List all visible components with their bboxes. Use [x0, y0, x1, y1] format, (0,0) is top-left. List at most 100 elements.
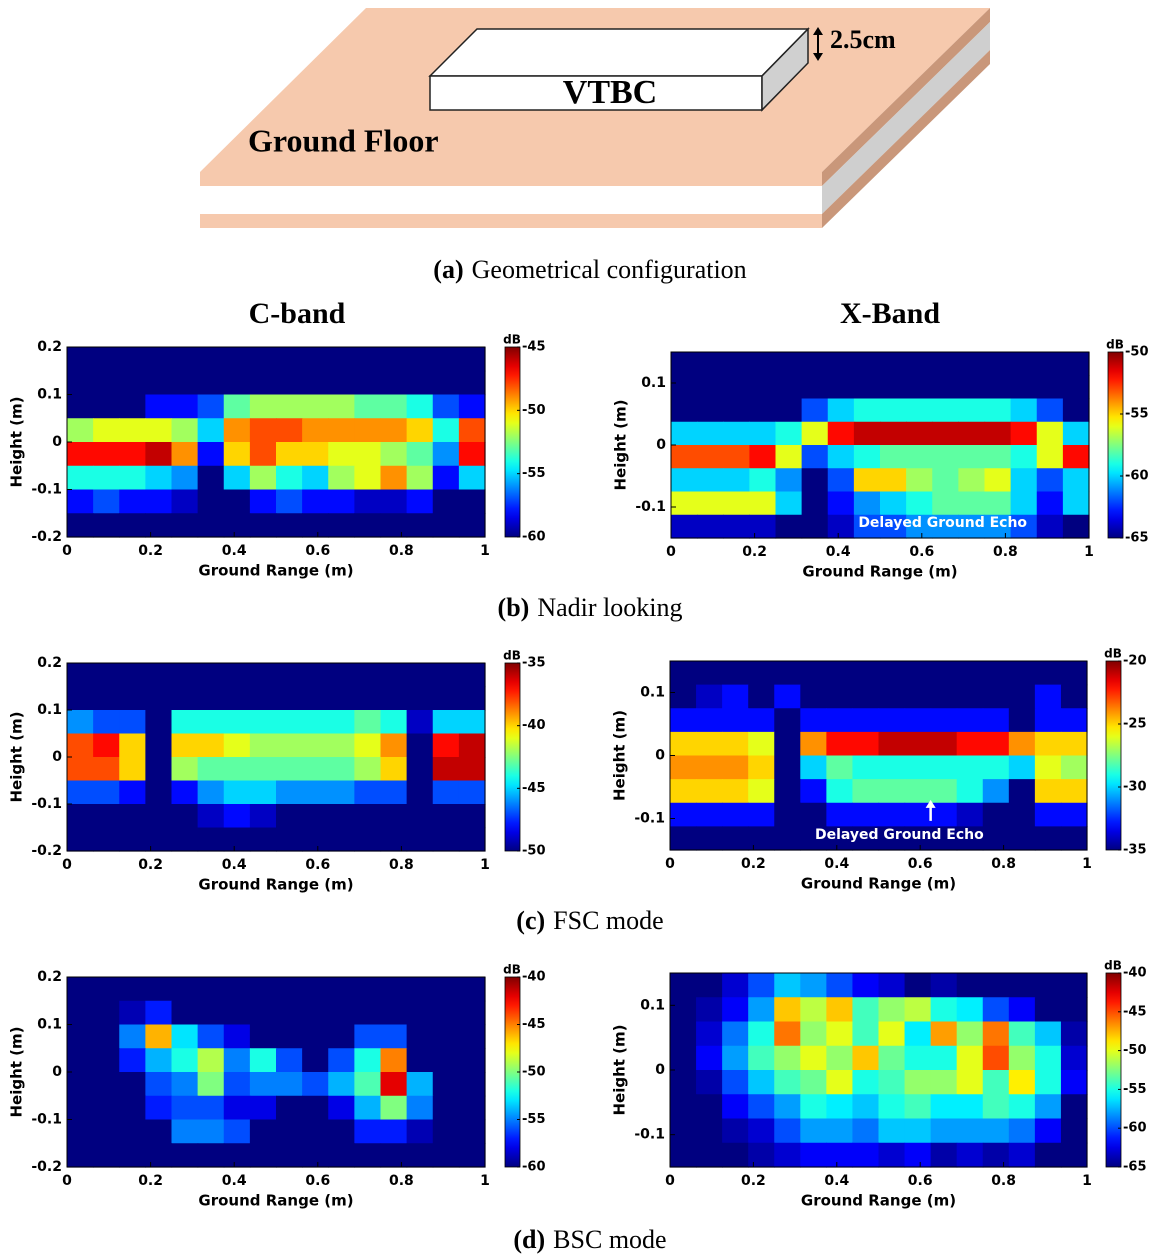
y-axis-label: Height (m)	[612, 399, 630, 490]
heatmap-cell	[1060, 755, 1088, 780]
heatmap-cell	[904, 973, 932, 998]
heatmap-cell	[932, 514, 959, 539]
heatmap-cell	[302, 347, 329, 372]
heatmap-cell	[748, 1094, 775, 1120]
heatmap-cell	[1010, 398, 1038, 423]
heatmap-cell	[800, 731, 827, 757]
heatmap-cell	[119, 1072, 146, 1097]
heatmap-cell	[145, 1072, 173, 1097]
x-tick-label: 1	[1084, 544, 1094, 560]
heatmap-cell	[1008, 684, 1036, 709]
x-tick-label: 1	[1082, 1173, 1092, 1189]
heatmap-cell	[249, 513, 277, 538]
heatmap-cell	[826, 779, 854, 804]
heatmap-cell	[748, 1070, 775, 1095]
heatmap-cell	[930, 1045, 958, 1071]
heatmap-cell	[670, 755, 697, 780]
y-tick-label: 0.2	[37, 655, 62, 671]
heatmap-cell	[774, 826, 801, 851]
heatmap-cell	[670, 1070, 697, 1095]
heatmap-cell	[826, 1094, 854, 1120]
x-tick-label: 0.6	[908, 856, 933, 872]
heatmap-cell	[67, 827, 94, 852]
heatmap-cell	[982, 731, 1010, 757]
heatmap-cell	[119, 1119, 146, 1144]
heatmap-cell	[406, 1024, 434, 1049]
heatmap-cell	[904, 997, 932, 1023]
heatmap-cell	[956, 708, 984, 733]
heatmap-cell	[800, 661, 827, 686]
heatmap-cell	[380, 733, 408, 758]
heatmap-cell	[406, 780, 434, 805]
heatmap-cell	[197, 1119, 225, 1144]
heatmap-cell	[1060, 802, 1088, 827]
colorbar-tick-label: -35	[522, 656, 546, 671]
heatmap-cell	[249, 780, 277, 805]
heatmap-cell	[826, 731, 854, 757]
heatmap-cell	[748, 708, 775, 733]
heatmap-cell	[354, 780, 382, 805]
heatmap-cell	[878, 731, 906, 757]
heatmap-cell	[406, 663, 434, 688]
heatmap-cell	[982, 1094, 1010, 1120]
heatmap-cell	[276, 465, 303, 491]
heatmap-cell	[723, 514, 750, 539]
heatmap-cell	[406, 465, 434, 491]
heatmap-cell	[145, 1143, 173, 1168]
heatmap-cell	[723, 352, 750, 376]
heatmap-cell	[67, 1095, 94, 1121]
heatmap-cell	[197, 710, 225, 735]
heatmap-cell	[1034, 1045, 1062, 1071]
x-tick-label: 0	[62, 543, 72, 559]
heatmap-cell	[800, 973, 827, 998]
heatmap-cell	[1008, 1045, 1036, 1071]
heatmap-cell	[670, 708, 697, 733]
heatmap-cell	[458, 347, 486, 372]
heatmap-cell	[145, 710, 173, 735]
heatmap-cell	[302, 1143, 329, 1168]
heatmap-cell	[930, 802, 958, 827]
heatmap-cell	[1034, 997, 1062, 1023]
heatmap-cell	[328, 804, 355, 829]
heatmap-cell	[432, 489, 460, 514]
heatmap-cell	[276, 686, 303, 711]
heatmap-cell	[1036, 445, 1064, 469]
heatmap-cell	[145, 1000, 173, 1026]
heatmap-cell	[380, 1095, 408, 1121]
heatmap-cell	[800, 779, 827, 804]
heatmap-cell	[671, 514, 698, 539]
heatmap-cell	[775, 352, 803, 376]
thickness-label: 2.5cm	[830, 25, 896, 54]
heatmap-cell	[93, 663, 120, 688]
heatmap-cell	[852, 973, 880, 998]
heatmap-cell	[827, 421, 855, 446]
heatmap-cell	[145, 465, 173, 491]
heatmap-cell	[249, 757, 277, 782]
heatmap-cell	[328, 827, 355, 852]
heatmap-cell	[958, 352, 986, 376]
heatmap-cell	[826, 802, 854, 827]
heatmap-cell	[880, 398, 907, 423]
heatmap-cell	[1008, 779, 1036, 804]
heatmap-cell	[852, 684, 880, 709]
heatmap-cell	[67, 757, 94, 782]
heatmap-cell	[171, 663, 199, 688]
heatmap-cell	[119, 370, 146, 396]
heatmap-cell	[119, 489, 146, 514]
heatmap-cell	[67, 418, 94, 443]
heatmap-cell	[800, 1070, 827, 1095]
heatmap-cell	[1060, 1070, 1088, 1095]
heatmap-cell	[749, 352, 777, 376]
heatmap-cell	[696, 661, 723, 686]
heatmap-cell	[302, 804, 329, 829]
heatmap-cell	[145, 686, 173, 711]
colorbar-tick-label: -55	[1125, 407, 1149, 422]
heatmap-cell	[276, 1095, 303, 1121]
heatmap-cell	[223, 1000, 251, 1026]
y-tick-label: -0.1	[635, 499, 666, 515]
heatmap-cell	[380, 513, 408, 538]
heatmap-cell	[406, 489, 434, 514]
heatmap-cell	[276, 1000, 303, 1026]
heatmap-cell	[853, 514, 881, 539]
heatmap-cell	[826, 755, 854, 780]
